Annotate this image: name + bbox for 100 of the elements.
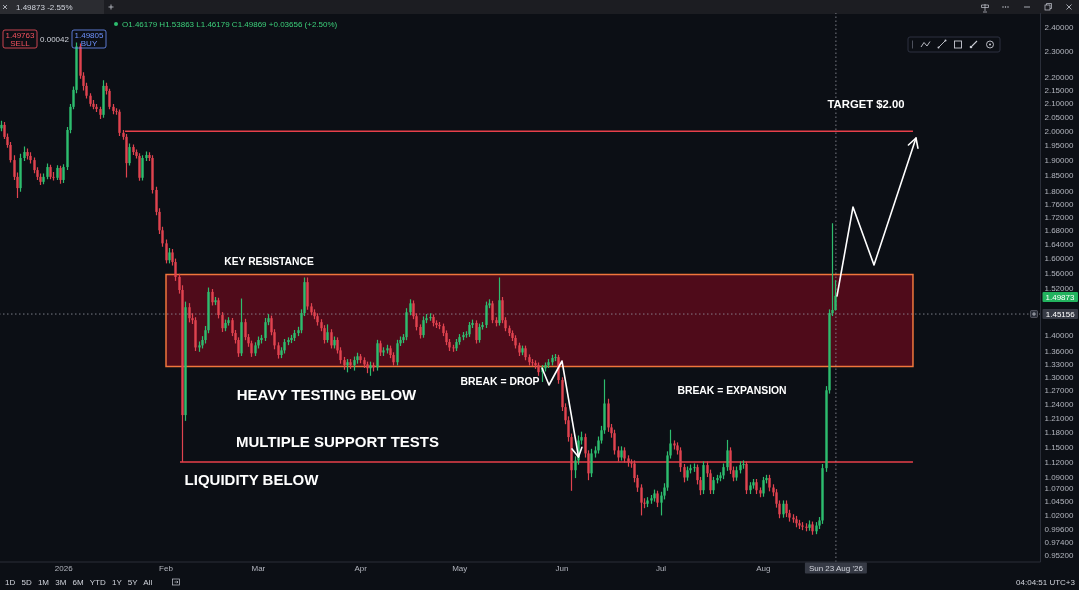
candlestick [495, 317, 498, 327]
candlestick [755, 479, 758, 495]
candlestick [422, 316, 425, 338]
candlestick [168, 247, 171, 264]
candlestick [118, 109, 121, 137]
annotation: 0.00042 [40, 35, 70, 44]
annotation: 1.49805 [74, 31, 105, 40]
candlestick [455, 338, 458, 351]
y-tick-label: 1.64000 [1044, 240, 1074, 250]
candlestick [290, 334, 293, 344]
ref-line-label: Sun 23 Aug '26 [808, 563, 864, 573]
candlestick [396, 339, 399, 366]
y-tick-label: 1.33000 [1044, 359, 1074, 369]
y-tick-label: 1.80000 [1044, 187, 1074, 197]
y-tick-label: 2.30000 [1044, 47, 1074, 57]
y-tick-label: 2.40000 [1044, 22, 1074, 32]
candlestick [432, 314, 435, 327]
candlestick [138, 153, 141, 181]
candlestick [211, 289, 214, 306]
candlestick [89, 93, 92, 107]
candlestick [656, 490, 659, 508]
candlestick [739, 461, 742, 474]
candlestick [785, 500, 788, 518]
candlestick [811, 521, 814, 535]
candlestick [590, 448, 593, 478]
candlestick [372, 362, 375, 372]
candlestick [359, 353, 362, 364]
candlestick [310, 303, 313, 316]
x-tick-label: Feb [159, 563, 174, 573]
candlestick [49, 164, 52, 180]
candlestick [376, 339, 379, 371]
candlestick [551, 354, 554, 366]
candlestick [462, 332, 465, 341]
candlestick [0, 120, 3, 132]
text: 1.49873 [1045, 292, 1076, 302]
y-tick-label: 1.52000 [1044, 283, 1074, 293]
candlestick [151, 155, 154, 194]
y-tick-label: 0.95200 [1044, 550, 1074, 560]
candlestick [56, 165, 59, 180]
y-tick-label: 1.90000 [1044, 156, 1074, 166]
y-tick-label: 1.07000 [1044, 483, 1074, 493]
y-tick-label: 1.21000 [1044, 413, 1074, 423]
candlestick [782, 500, 785, 518]
candlestick [693, 463, 696, 472]
candlestick [508, 325, 511, 337]
candlestick [141, 155, 144, 181]
candlestick [498, 277, 501, 326]
candlestick [419, 324, 422, 339]
candlestick [646, 497, 649, 508]
y-tick-label: 1.68000 [1044, 226, 1074, 236]
text: 1.49873 -2.55% [16, 3, 73, 12]
candlestick [491, 300, 494, 324]
ref-line-label: TARGET $2.00 [827, 98, 905, 111]
annotation: 1.49763 [5, 31, 36, 40]
candlestick [554, 353, 557, 362]
candlestick [640, 484, 643, 516]
candlestick [306, 277, 309, 310]
candlestick [283, 338, 286, 354]
candlestick [452, 344, 455, 352]
candlestick [145, 151, 148, 162]
y-tick-label: 1.60000 [1044, 254, 1074, 264]
candlestick [346, 359, 349, 373]
annotation: HEAVY TESTING BELOW [236, 385, 418, 403]
candlestick [184, 301, 187, 421]
candlestick [795, 515, 798, 528]
candlestick [125, 133, 128, 178]
text: O1.46179 H1.53863 L1.46179 C1.49869 +0.03656 (+2.50%) [122, 19, 338, 29]
candlestick [735, 466, 738, 481]
candlestick [528, 354, 531, 366]
candlestick [214, 296, 217, 306]
candlestick [768, 474, 771, 492]
candlestick [620, 446, 623, 461]
candlestick [749, 482, 752, 495]
candlestick [194, 317, 197, 351]
y-tick-label: 1.30000 [1044, 372, 1074, 382]
annotation: BUY [80, 39, 98, 48]
y-tick-label: 1.24000 [1044, 399, 1074, 409]
y-tick-label: 1.76000 [1044, 199, 1074, 209]
candlestick [23, 146, 26, 162]
candlestick [726, 439, 729, 471]
y-tick-label: 1.36000 [1044, 347, 1074, 357]
candlestick [59, 165, 62, 184]
y-tick-label: 1.72000 [1044, 213, 1074, 223]
candlestick [521, 345, 524, 356]
y-tick-label: 2.10000 [1044, 99, 1074, 109]
candlestick [42, 173, 45, 185]
candlestick [29, 152, 32, 164]
candlestick [702, 461, 705, 495]
candlestick [722, 463, 725, 480]
candlestick [716, 474, 719, 484]
annotation: BREAK = DROP [460, 375, 540, 387]
annotation: MULTIPLE SUPPORT TESTS [235, 432, 440, 450]
annotation: BREAK = EXPANSION [677, 384, 787, 396]
candlestick [438, 321, 441, 330]
candlestick [112, 104, 115, 115]
candlestick [468, 321, 471, 337]
candlestick [409, 299, 412, 316]
y-tick-label: 1.95000 [1044, 141, 1074, 151]
y-tick-label: 1.56000 [1044, 268, 1074, 278]
y-tick-label: 1.18000 [1044, 428, 1074, 438]
